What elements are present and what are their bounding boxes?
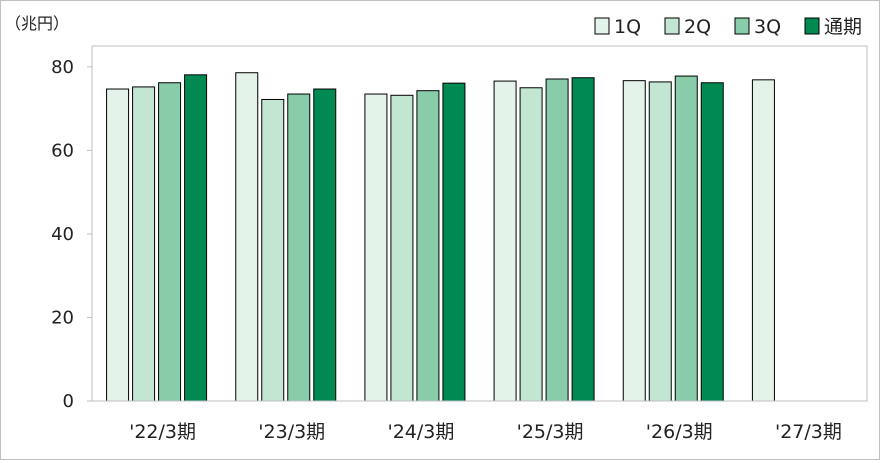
x-category-label: '26/3期 [646, 421, 713, 443]
y-tick-label: 20 [51, 307, 74, 328]
x-category-label: '24/3期 [387, 421, 454, 443]
bar-1Q-1 [235, 72, 259, 402]
x-category-label: '27/3期 [775, 421, 842, 443]
bar-3Q-2 [416, 90, 440, 402]
bar-通期-2 [442, 82, 466, 402]
bar-通期-0 [184, 74, 208, 402]
legend-swatch [594, 17, 610, 35]
bar-2Q-4 [648, 81, 672, 402]
bar-3Q-4 [674, 75, 698, 402]
bar-1Q-4 [622, 80, 646, 402]
bar-2Q-0 [132, 86, 156, 402]
bar-通期-3 [571, 77, 595, 402]
legend-swatch [664, 17, 680, 35]
bar-2Q-1 [261, 98, 285, 402]
legend-label: 1Q [614, 16, 641, 38]
bar-3Q-0 [158, 82, 182, 402]
y-tick-label: 40 [51, 224, 74, 245]
legend: 1Q 2Q 3Q 通期 [594, 16, 862, 38]
bar-1Q-5 [751, 79, 775, 402]
legend-label: 通期 [824, 16, 862, 38]
bar-2Q-2 [390, 94, 414, 402]
bar-1Q-3 [493, 80, 517, 402]
y-unit-label: （兆円） [5, 14, 69, 33]
plot-area-frame [91, 45, 868, 402]
x-category-label: '22/3期 [129, 421, 196, 443]
x-category-label: '23/3期 [258, 421, 325, 443]
bar-1Q-2 [364, 93, 388, 402]
bars [106, 72, 775, 402]
y-tick-label: 80 [51, 57, 74, 78]
x-axis-labels: '22/3期 '23/3期 '24/3期 '25/3期 '26/3期 '27/3期 [129, 421, 842, 443]
y-axis-ticks: 0 20 40 60 80 [51, 57, 92, 412]
legend-label: 3Q [754, 16, 781, 38]
x-category-label: '25/3期 [517, 421, 584, 443]
bar-3Q-3 [545, 78, 569, 402]
bar-1Q-0 [106, 88, 130, 402]
legend-swatch [804, 17, 820, 35]
y-tick-label: 60 [51, 140, 74, 161]
legend-swatch [734, 17, 750, 35]
bar-3Q-1 [287, 93, 311, 402]
bar-2Q-3 [519, 87, 543, 402]
bar-通期-4 [700, 82, 724, 402]
legend-label: 2Q [684, 16, 711, 38]
bar-通期-1 [313, 88, 337, 402]
y-tick-label: 0 [63, 391, 74, 412]
